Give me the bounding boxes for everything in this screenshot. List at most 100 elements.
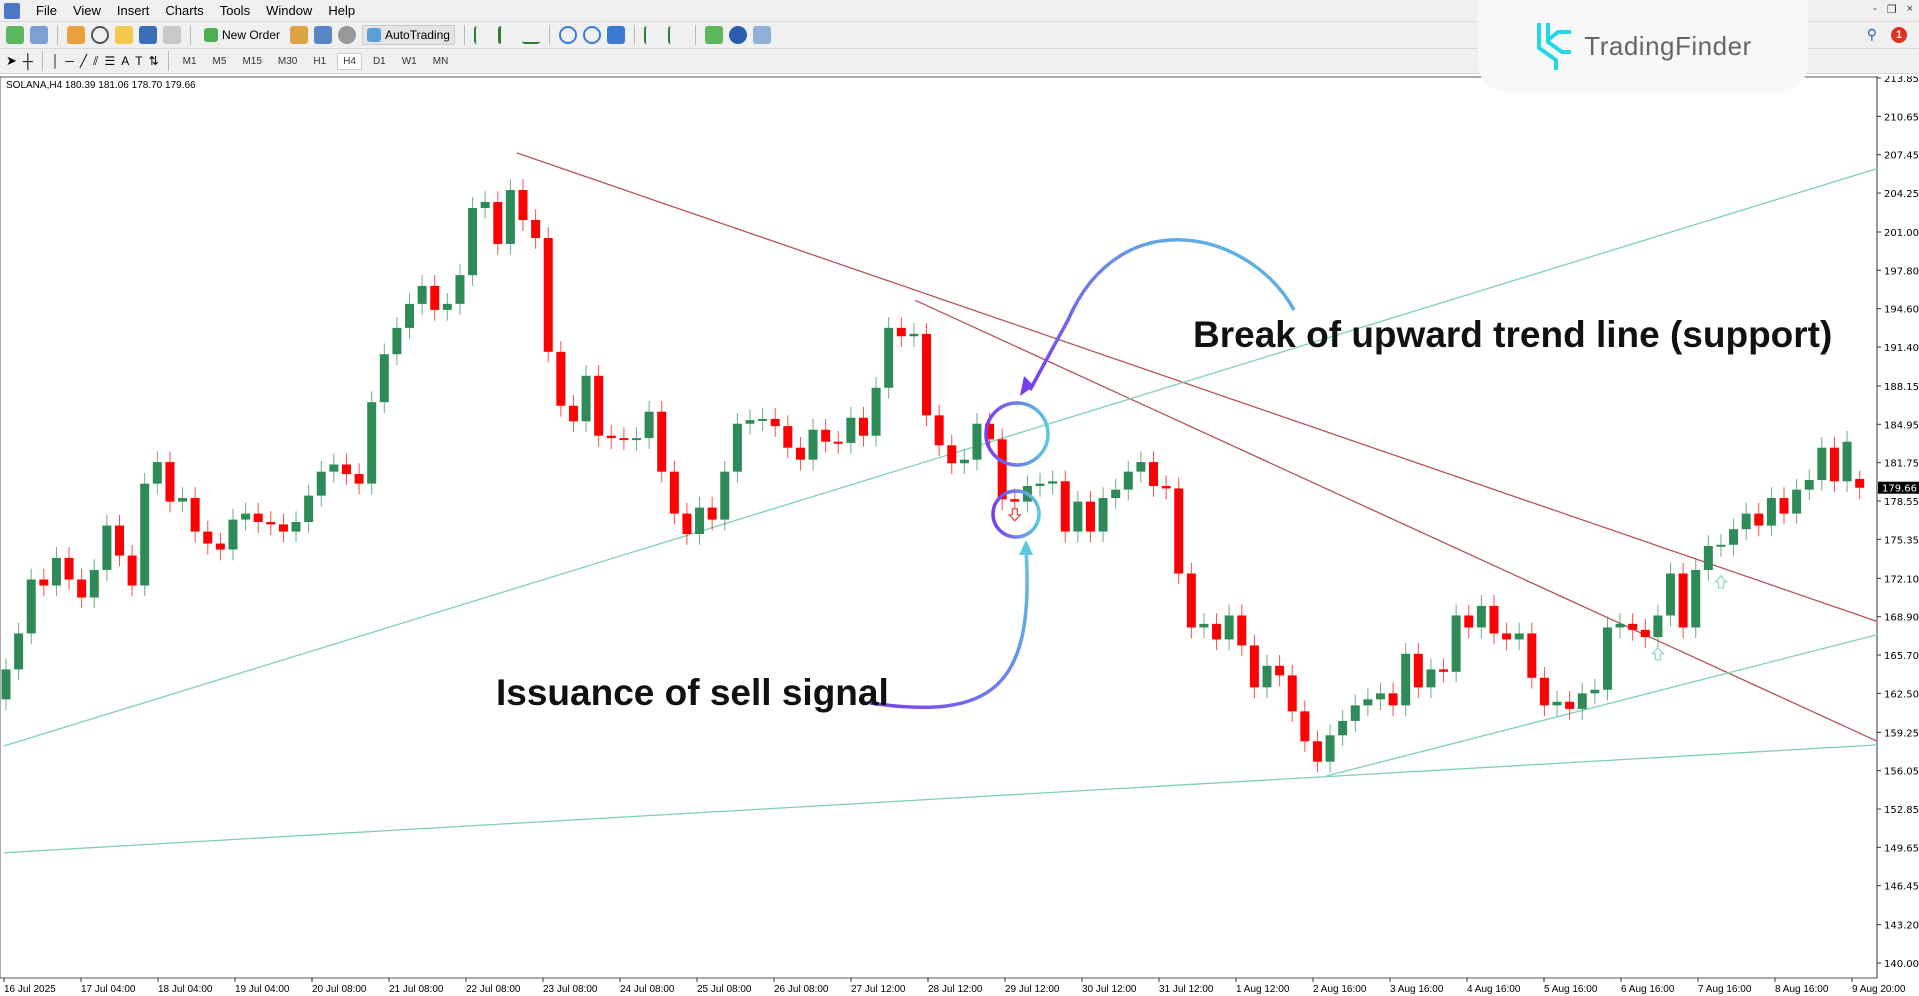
metaeditor-icon[interactable] — [290, 26, 309, 44]
templates-icon[interactable] — [752, 26, 771, 44]
bullish-candle — [1048, 481, 1058, 484]
zoom-in-icon[interactable] — [558, 26, 577, 44]
crosshair-icon[interactable]: ┼ — [22, 53, 33, 69]
text-label-icon[interactable]: T — [135, 54, 143, 68]
bearish-candle — [1527, 633, 1537, 678]
bullish-candle — [1792, 489, 1802, 514]
market-icon[interactable] — [338, 26, 357, 44]
bearish-candle — [1628, 623, 1638, 630]
logo-text: TradingFinder — [1584, 30, 1752, 61]
bullish-candle — [1073, 501, 1083, 532]
arrow-head-break-icon — [1020, 376, 1034, 396]
chart-area — [0, 76, 1878, 979]
terminal-icon[interactable] — [139, 26, 157, 44]
menu-tools[interactable]: Tools — [219, 3, 251, 18]
search-icon[interactable]: ⚲ — [1866, 26, 1877, 42]
bearish-candle — [1312, 741, 1322, 762]
text-icon[interactable]: A — [121, 54, 130, 68]
bullish-candle — [846, 417, 856, 443]
bearish-candle — [795, 447, 805, 460]
bearish-candle — [39, 579, 49, 586]
zoom-out-icon[interactable] — [582, 26, 601, 44]
timeframe-m15[interactable]: M15 — [242, 55, 262, 67]
timeframe-m1[interactable]: M1 — [182, 55, 197, 67]
price-tick-label: 201.00 — [1884, 228, 1919, 239]
profiles-icon[interactable] — [30, 26, 48, 44]
autoscroll-icon[interactable] — [667, 26, 686, 44]
timeframe-m5[interactable]: M5 — [212, 55, 227, 67]
candlestick-chart-icon[interactable] — [497, 26, 516, 44]
bullish-candle — [329, 464, 339, 472]
bullish-candle — [14, 633, 24, 670]
menu-view[interactable]: View — [72, 3, 101, 18]
restore-button[interactable]: ❐ — [1886, 4, 1897, 16]
bullish-candle — [291, 521, 301, 532]
bullish-candle — [405, 303, 415, 328]
menu-window[interactable]: Window — [266, 3, 313, 18]
price-tick-label: 140.00 — [1884, 959, 1919, 970]
chart-shift-icon[interactable] — [643, 26, 662, 44]
menu-file[interactable]: File — [36, 3, 57, 18]
time-tick-label: 9 Aug 20:00 — [1852, 984, 1906, 995]
bearish-candle — [1502, 633, 1512, 640]
bearish-candle — [934, 415, 944, 446]
menu-help[interactable]: Help — [328, 3, 356, 18]
indicators-icon[interactable] — [704, 26, 723, 44]
timeframe-m30[interactable]: M30 — [277, 55, 298, 67]
bearish-candle — [1174, 488, 1184, 574]
price-tick-label: 181.75 — [1884, 459, 1919, 470]
time-tick-label: 4 Aug 16:00 — [1467, 984, 1521, 995]
signals-icon[interactable] — [314, 26, 333, 44]
fibonacci-icon[interactable]: ☰ — [104, 54, 116, 68]
time-tick-label: 2 Aug 16:00 — [1313, 984, 1367, 995]
timeframe-h4[interactable]: H4 — [337, 52, 362, 70]
market-watch-icon[interactable] — [67, 26, 85, 44]
minimize-button[interactable]: - — [1873, 3, 1877, 15]
menu-insert[interactable]: Insert — [116, 3, 150, 18]
new-order-button[interactable]: New Order — [200, 26, 284, 44]
bullish-candle — [1716, 544, 1726, 547]
horizontal-line-icon[interactable]: ─ — [65, 54, 74, 68]
price-chart[interactable]: 213.85 210.65 207.45 204.25 201.00 197.80 194.… — [0, 76, 1919, 996]
notification-badge[interactable]: 1 — [1891, 26, 1907, 43]
bullish-candle — [505, 190, 515, 244]
trendline-icon[interactable]: ╱ — [79, 54, 88, 68]
timeframe-d1[interactable]: D1 — [372, 55, 386, 67]
close-button[interactable]: × — [1906, 3, 1913, 15]
bullish-candle — [1325, 735, 1335, 762]
bearish-candle — [707, 507, 717, 520]
channel-icon[interactable]: ⫽ — [93, 53, 99, 68]
bullish-candle — [455, 275, 465, 304]
tile-windows-icon[interactable] — [606, 26, 625, 44]
timeframe-w1[interactable]: W1 — [401, 55, 417, 67]
vertical-line-icon[interactable]: │ — [51, 54, 60, 68]
time-tick-label: 3 Aug 16:00 — [1390, 984, 1444, 995]
support-trend-line — [3, 744, 1878, 854]
line-chart-icon[interactable] — [521, 26, 540, 44]
price-tick-label: 210.65 — [1884, 112, 1919, 123]
bar-chart-icon[interactable] — [473, 26, 492, 44]
bullish-candle — [1451, 615, 1461, 672]
cursor-icon[interactable]: ➤ — [6, 53, 17, 68]
periods-icon[interactable] — [728, 26, 747, 44]
strategy-tester-icon[interactable] — [163, 26, 181, 44]
crosshair-navigator-icon[interactable] — [91, 26, 109, 44]
bearish-candle — [594, 375, 604, 436]
autotrading-button[interactable]: AutoTrading — [362, 25, 455, 45]
bearish-candle — [556, 351, 566, 406]
menu-charts[interactable]: Charts — [165, 3, 204, 18]
bullish-candle — [1338, 720, 1348, 736]
support-trend-line — [1326, 634, 1878, 777]
price-tick-label: 162.50 — [1884, 689, 1919, 700]
navigator-icon[interactable] — [115, 26, 133, 44]
timeframe-mn[interactable]: MN — [432, 55, 449, 67]
price-tick-label: 213.85 — [1884, 76, 1919, 85]
timeframe-h1[interactable]: H1 — [313, 55, 327, 67]
bearish-candle — [1287, 675, 1297, 712]
arrows-icon[interactable]: ⇅ — [148, 54, 159, 68]
bullish-candle — [1514, 633, 1524, 640]
bearish-candle — [1829, 447, 1839, 482]
autotrading-label: AutoTrading — [385, 28, 450, 42]
price-tick-label: 159.25 — [1884, 728, 1919, 739]
new-chart-icon[interactable] — [6, 26, 24, 44]
